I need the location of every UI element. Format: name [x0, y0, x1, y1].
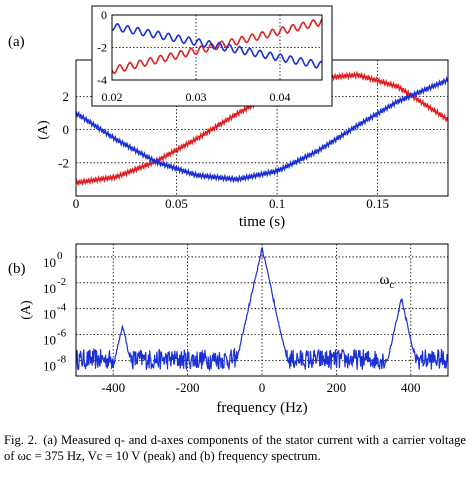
omega-c-annotation: ωc — [380, 272, 395, 291]
y-tick-label-base: 10 — [43, 307, 56, 322]
panel-label: (a) — [8, 34, 25, 50]
y-tick-label: -2 — [58, 155, 69, 170]
inset-border — [91, 5, 333, 107]
inset-series-line-red — [111, 18, 323, 74]
y-tick-label-base: 10 — [43, 281, 56, 296]
figure-caption: Fig. 2. (a) Measured q- and d-axes compon… — [4, 432, 466, 464]
x-tick-label: 0 — [73, 196, 80, 211]
y-tick-label-exponent: -6 — [57, 328, 67, 340]
y-tick-label: 0 — [63, 122, 70, 137]
inset-y-tick-label: 0 — [101, 8, 107, 22]
inset-x-tick-label: 0.03 — [186, 90, 207, 104]
x-tick-label: -400 — [101, 380, 125, 395]
x-axis-label: time (s) — [239, 214, 285, 230]
figure: 0 0.05 0.1 0.15 2 0 -2 time (s) (A) (a) 0.02 0.03 0.… — [8, 5, 449, 416]
x-tick-label: 200 — [327, 380, 347, 395]
inset-plot-frame — [111, 14, 323, 81]
inset-x-tick-label: 0.04 — [270, 90, 291, 104]
y-tick-label: 2 — [63, 89, 70, 104]
x-axis-label: frequency (Hz) — [216, 400, 307, 416]
spectrum-line — [75, 247, 449, 372]
y-tick-label-exponent: -2 — [57, 276, 66, 288]
y-tick-label-base: 10 — [43, 255, 56, 270]
y-tick-label-base: 10 — [43, 358, 56, 373]
inset-y-tick-label: -2 — [97, 41, 107, 55]
x-tick-label: 0 — [259, 380, 266, 395]
x-tick-label: 0.15 — [366, 196, 389, 211]
x-tick-label: 0.1 — [269, 196, 285, 211]
y-tick-label-base: 10 — [43, 333, 56, 348]
caption-text: (a) Measured q- and d-axes components of… — [4, 433, 466, 463]
panel-label: (b) — [8, 261, 26, 277]
inset-series-line-blue — [111, 23, 323, 69]
x-tick-label: -200 — [176, 380, 200, 395]
plot-frame — [75, 243, 449, 377]
series-line-blue — [75, 75, 449, 184]
x-tick-label: 400 — [401, 380, 421, 395]
omega-subscript: c — [389, 279, 394, 291]
y-tick-label-exponent: -8 — [57, 353, 67, 365]
caption-label: Fig. 2. — [4, 433, 38, 447]
inset-y-tick-label: -4 — [97, 73, 107, 87]
inset-background — [92, 6, 332, 106]
y-axis-label: (A) — [36, 120, 51, 140]
omega-symbol: ω — [380, 272, 390, 288]
x-tick-label: 0.05 — [165, 196, 188, 211]
time-domain-chart: 0 0.05 0.1 0.15 2 0 -2 time (s) (A) (a) 0.02 0.03 0.… — [8, 5, 449, 230]
y-tick-label-exponent: -4 — [57, 302, 67, 314]
y-axis-label: (A) — [19, 300, 34, 320]
y-tick-label-exponent: 0 — [57, 250, 63, 262]
inset-x-tick-label: 0.02 — [102, 90, 123, 104]
